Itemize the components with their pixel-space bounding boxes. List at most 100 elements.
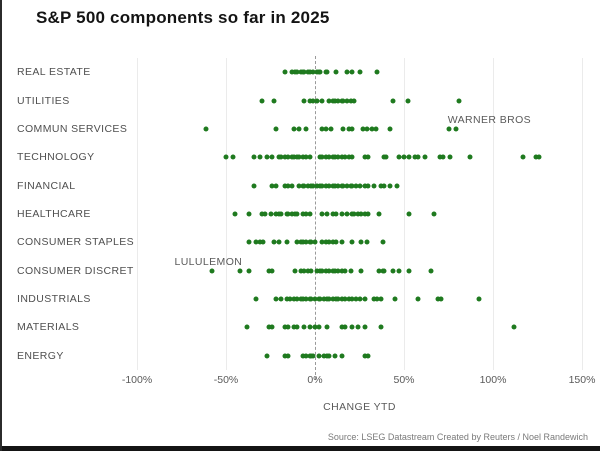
category-label: CONSUMER DISCRET [17,264,134,277]
data-point [357,69,362,75]
data-point [260,239,266,245]
data-point [533,154,539,160]
data-point [412,154,418,160]
data-point [371,183,377,189]
data-point [381,268,387,274]
data-point [308,239,314,245]
data-point [332,154,338,160]
data-point [282,353,288,359]
gridline [582,58,583,370]
data-point [294,296,300,302]
data-point [390,268,396,274]
data-point [378,296,384,302]
data-point [351,98,357,104]
data-point [301,268,307,274]
data-point [323,126,329,132]
data-point [353,183,359,189]
data-point [328,126,334,132]
data-point [396,154,402,160]
data-point [373,126,379,132]
data-point [357,296,362,302]
x-tick-label: 100% [479,374,507,386]
data-point [289,183,295,189]
data-point [314,98,320,104]
data-point [264,154,270,160]
data-point [308,268,314,274]
data-point [374,69,380,75]
data-point [273,126,279,132]
annotation-label: LULULEMON [174,255,243,268]
data-point [405,98,411,104]
data-point [289,211,295,217]
data-point [285,154,291,160]
category-label: INDUSTRIALS [17,293,91,306]
data-point [292,268,298,274]
data-point [287,296,293,302]
data-point [273,211,279,217]
data-point [291,324,297,330]
data-point [310,183,316,189]
data-point [362,211,368,217]
category-label: CONSUMER STAPLES [17,236,135,249]
data-point [536,154,542,160]
data-point [362,324,368,330]
data-point [387,126,393,132]
data-point [253,296,259,302]
data-point [296,154,302,160]
data-point [301,98,307,104]
data-point [269,183,275,189]
data-point [332,353,338,359]
data-point [357,183,362,189]
data-point [476,296,482,302]
data-point [355,324,361,330]
category-label: HEALTHCARE [17,208,91,220]
gridline [493,58,494,370]
data-point [339,296,345,302]
data-point [335,296,341,302]
data-point [437,154,443,160]
data-point [406,268,412,274]
data-point [314,183,320,189]
x-tick-label: 150% [568,374,596,386]
data-point [276,239,282,245]
x-tick-label: -100% [121,374,153,386]
data-point [346,296,352,302]
data-point [335,268,341,274]
data-point [294,69,300,75]
data-point [317,296,323,302]
data-point [339,211,345,217]
data-point [339,154,345,160]
data-point [440,154,446,160]
data-point [310,353,316,359]
data-point [282,69,288,75]
data-point [339,239,345,245]
data-point [438,296,444,302]
data-point [308,296,314,302]
data-point [307,69,313,75]
data-point [319,268,325,274]
data-point [342,296,348,302]
data-point [381,183,387,189]
data-point [349,69,355,75]
data-point [316,324,322,330]
data-point [271,239,277,245]
data-point [332,98,338,104]
data-point [305,183,311,189]
data-point [340,98,346,104]
data-point [296,126,302,132]
data-point [332,183,338,189]
data-point [285,183,291,189]
data-point [365,154,371,160]
data-point [257,239,263,245]
data-point [294,239,300,245]
data-point [453,126,459,132]
data-point [349,324,355,330]
data-point [335,183,341,189]
data-point [335,98,341,104]
category-label: COMMUN SERVICES [17,122,128,135]
data-point [300,154,306,160]
x-tick-label: 50% [393,374,415,386]
data-point [310,98,316,104]
category-label: ENERGY [17,349,64,362]
data-point [383,154,389,160]
